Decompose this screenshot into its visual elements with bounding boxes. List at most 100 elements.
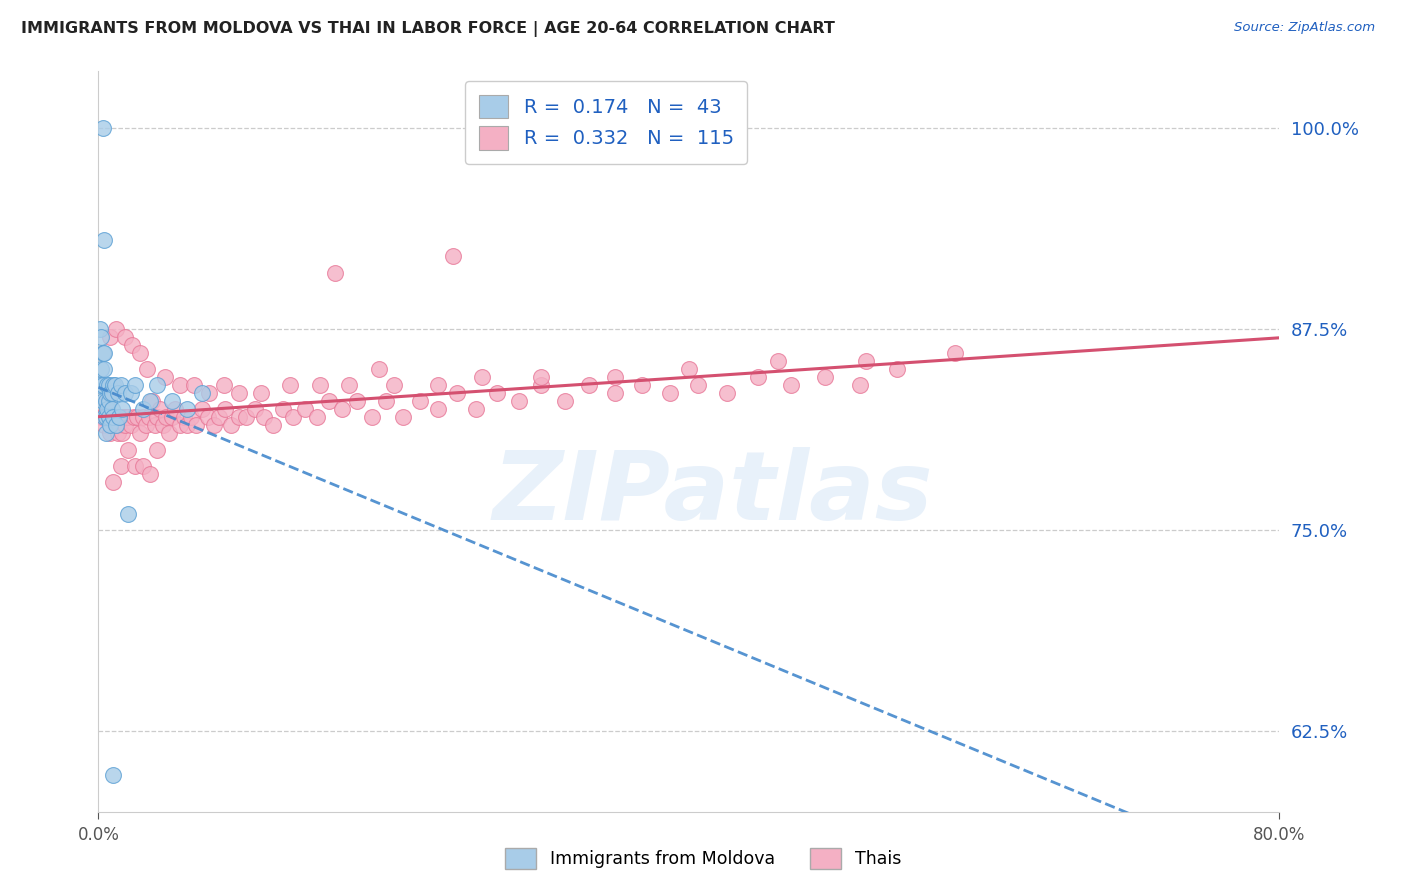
Point xyxy=(93,410,115,425)
Point xyxy=(110,410,132,425)
Point xyxy=(139,467,162,481)
Point xyxy=(105,410,128,425)
Point xyxy=(339,378,361,392)
Point xyxy=(173,410,195,425)
Point xyxy=(110,378,132,392)
Point xyxy=(409,394,432,409)
Point xyxy=(91,120,114,135)
Point xyxy=(111,426,134,441)
Point xyxy=(305,410,328,425)
Point xyxy=(465,402,488,417)
Point xyxy=(152,418,174,433)
Point xyxy=(766,354,789,368)
Point xyxy=(94,410,117,425)
Point xyxy=(135,418,157,433)
Point xyxy=(93,362,115,376)
Point xyxy=(441,249,464,263)
Point xyxy=(125,410,148,425)
Point xyxy=(103,475,125,489)
Point xyxy=(375,394,398,409)
Point xyxy=(112,410,135,425)
Point xyxy=(202,418,225,433)
Point xyxy=(93,346,115,360)
Text: Source: ZipAtlas.com: Source: ZipAtlas.com xyxy=(1234,21,1375,34)
Point xyxy=(779,378,801,392)
Point xyxy=(117,410,139,425)
Point xyxy=(162,410,183,425)
Point xyxy=(103,410,125,425)
Point xyxy=(747,370,769,384)
Point xyxy=(323,266,346,280)
Point xyxy=(471,370,494,384)
Legend: Immigrants from Moldova, Thais: Immigrants from Moldova, Thais xyxy=(498,841,908,876)
Point xyxy=(165,402,187,417)
Point xyxy=(157,426,180,441)
Point xyxy=(128,426,150,441)
Point xyxy=(105,322,128,336)
Point xyxy=(346,394,368,409)
Point xyxy=(114,386,136,401)
Point xyxy=(91,346,114,360)
Point xyxy=(578,378,600,392)
Point xyxy=(94,410,117,425)
Point xyxy=(91,378,114,392)
Point xyxy=(530,378,553,392)
Point xyxy=(104,378,127,392)
Point xyxy=(90,410,112,425)
Point xyxy=(197,410,219,425)
Point xyxy=(108,418,131,433)
Point xyxy=(100,410,122,425)
Point xyxy=(943,346,966,360)
Point xyxy=(360,410,382,425)
Point xyxy=(124,458,146,473)
Point xyxy=(117,507,139,521)
Point xyxy=(235,410,257,425)
Point xyxy=(138,410,160,425)
Point xyxy=(117,442,139,457)
Point xyxy=(103,378,125,392)
Point xyxy=(96,402,118,417)
Point xyxy=(228,386,250,401)
Point xyxy=(678,362,700,376)
Point xyxy=(212,378,235,392)
Point xyxy=(280,378,302,392)
Point xyxy=(605,386,627,401)
Point xyxy=(508,394,530,409)
Point xyxy=(208,410,231,425)
Point xyxy=(283,410,305,425)
Point xyxy=(94,426,117,441)
Point xyxy=(183,378,205,392)
Point xyxy=(98,426,121,441)
Point xyxy=(630,378,652,392)
Point xyxy=(149,402,172,417)
Point xyxy=(169,418,191,433)
Point xyxy=(139,394,162,409)
Point xyxy=(886,362,908,376)
Point xyxy=(98,418,121,433)
Point xyxy=(253,410,276,425)
Point xyxy=(849,378,872,392)
Point xyxy=(250,386,273,401)
Point xyxy=(93,418,115,433)
Point xyxy=(309,378,332,392)
Point xyxy=(184,418,207,433)
Point xyxy=(271,402,294,417)
Point xyxy=(228,410,250,425)
Point xyxy=(427,378,450,392)
Point xyxy=(153,370,176,384)
Point xyxy=(814,370,837,384)
Text: ZIPatlas: ZIPatlas xyxy=(492,447,932,540)
Point xyxy=(391,410,413,425)
Point xyxy=(120,418,142,433)
Point xyxy=(214,402,236,417)
Point xyxy=(115,410,138,425)
Point xyxy=(554,394,576,409)
Point xyxy=(93,233,115,247)
Point xyxy=(427,402,450,417)
Point xyxy=(136,362,159,376)
Point xyxy=(105,418,128,433)
Point xyxy=(111,402,134,417)
Point xyxy=(122,410,145,425)
Point xyxy=(108,410,131,425)
Point xyxy=(368,362,391,376)
